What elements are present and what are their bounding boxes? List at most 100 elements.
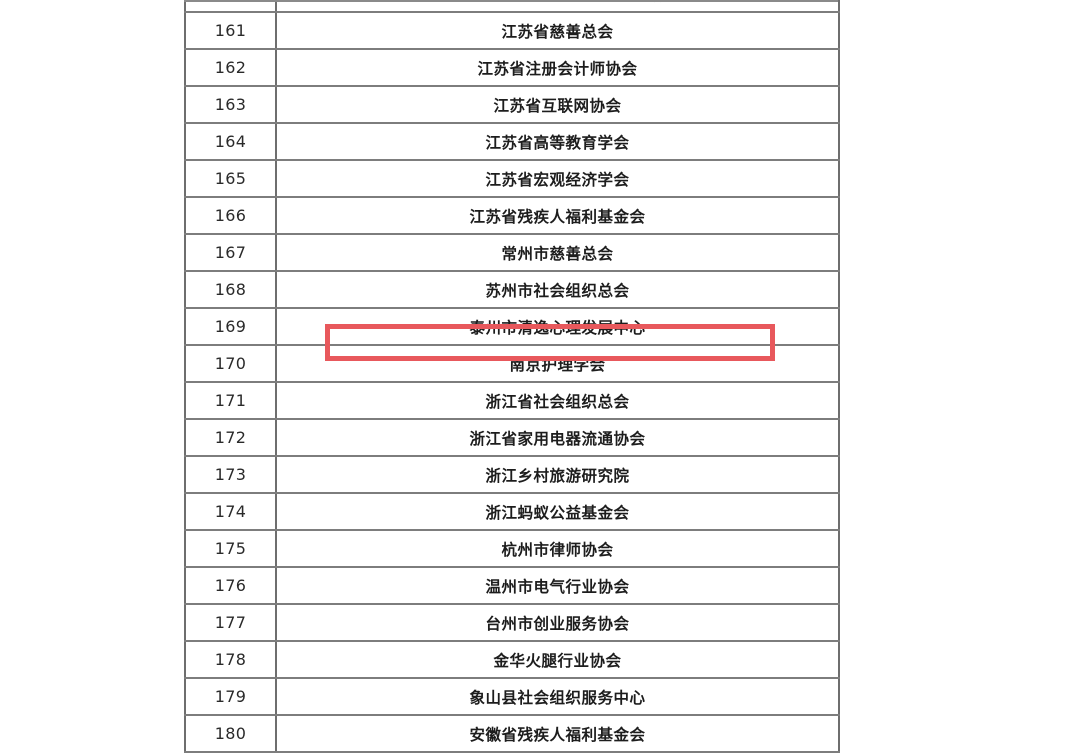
organization-name: 浙江蚂蚁公益基金会 xyxy=(485,503,630,522)
organization-name: 金华火腿行业协会 xyxy=(493,651,622,670)
organization-name: 江苏省互联网协会 xyxy=(493,96,622,115)
organization-name: 温州市电气行业协会 xyxy=(485,577,630,596)
row-index-cell: 177 xyxy=(185,603,277,642)
row-index: 172 xyxy=(214,428,247,447)
row-index-cell: 167 xyxy=(185,233,277,272)
row-name-cell: 安徽省残疾人福利基金会 xyxy=(276,714,839,753)
table-top-edge xyxy=(184,0,838,2)
row-index: 161 xyxy=(214,21,247,40)
organization-name: 江苏省高等教育学会 xyxy=(485,133,630,152)
row-name-cell: 南京护理学会 xyxy=(276,344,839,383)
organization-name: 浙江省家用电器流通协会 xyxy=(469,429,646,448)
organization-name: 浙江乡村旅游研究院 xyxy=(485,466,630,485)
table-row: 162 江苏省注册会计师协会 xyxy=(185,48,839,87)
row-index-cell: 165 xyxy=(185,159,277,198)
table-container: 160 上海静安区安耆为老社工事务所 161 江苏省慈善总会 162 江苏省注册… xyxy=(184,0,840,753)
organization-name: 江苏省注册会计师协会 xyxy=(477,59,638,78)
row-index: 174 xyxy=(214,502,247,521)
row-index-cell: 172 xyxy=(185,418,277,457)
row-index-cell: 171 xyxy=(185,381,277,420)
organization-name: 浙江省社会组织总会 xyxy=(485,392,630,411)
table-row: 168 苏州市社会组织总会 xyxy=(185,270,839,309)
organization-name: 安徽省残疾人福利基金会 xyxy=(469,725,646,744)
organization-list-table: 160 上海静安区安耆为老社工事务所 161 江苏省慈善总会 162 江苏省注册… xyxy=(184,0,840,753)
organization-name: 江苏省残疾人福利基金会 xyxy=(469,207,646,226)
row-index: 162 xyxy=(214,58,247,77)
row-index: 170 xyxy=(214,354,247,373)
table-row-partial: 180 安徽省残疾人福利基金会 xyxy=(185,714,839,753)
row-index: 176 xyxy=(214,576,247,595)
organization-name: 苏州市社会组织总会 xyxy=(485,281,630,300)
row-index-cell: 168 xyxy=(185,270,277,309)
row-index-cell: 162 xyxy=(185,48,277,87)
organization-name: 江苏省宏观经济学会 xyxy=(485,170,630,189)
row-index: 171 xyxy=(214,391,247,410)
row-name-cell: 江苏省互联网协会 xyxy=(276,85,839,124)
table-row: 171 浙江省社会组织总会 xyxy=(185,381,839,420)
row-name-cell: 浙江省社会组织总会 xyxy=(276,381,839,420)
table-row-highlighted: 169 泰州市清逸心理发展中心 xyxy=(185,307,839,346)
row-name-cell: 上海静安区安耆为老社工事务所 xyxy=(276,0,839,13)
row-name-cell: 泰州市清逸心理发展中心 xyxy=(276,307,839,346)
row-index: 164 xyxy=(214,132,247,151)
row-index-cell: 180 xyxy=(185,714,277,753)
row-index: 168 xyxy=(214,280,247,299)
row-index-cell: 178 xyxy=(185,640,277,679)
row-index: 177 xyxy=(214,613,247,632)
organization-name: 杭州市律师协会 xyxy=(501,540,614,559)
row-index: 173 xyxy=(214,465,247,484)
table-row: 163 江苏省互联网协会 xyxy=(185,85,839,124)
organization-name: 南京护理学会 xyxy=(509,355,606,374)
row-index: 165 xyxy=(214,169,247,188)
row-index: 167 xyxy=(214,243,247,262)
row-name-cell: 江苏省注册会计师协会 xyxy=(276,48,839,87)
row-name-cell: 象山县社会组织服务中心 xyxy=(276,677,839,716)
table-row: 164 江苏省高等教育学会 xyxy=(185,122,839,161)
table-row: 174 浙江蚂蚁公益基金会 xyxy=(185,492,839,531)
table-row: 175 杭州市律师协会 xyxy=(185,529,839,568)
table-row: 172 浙江省家用电器流通协会 xyxy=(185,418,839,457)
organization-name: 象山县社会组织服务中心 xyxy=(469,688,646,707)
table-row: 166 江苏省残疾人福利基金会 xyxy=(185,196,839,235)
row-index: 180 xyxy=(214,724,247,743)
row-index-cell: 173 xyxy=(185,455,277,494)
table-row: 170 南京护理学会 xyxy=(185,344,839,383)
row-index: 175 xyxy=(214,539,247,558)
document-page: 160 上海静安区安耆为老社工事务所 161 江苏省慈善总会 162 江苏省注册… xyxy=(184,0,840,753)
row-index-cell: 175 xyxy=(185,529,277,568)
table-row: 177 台州市创业服务协会 xyxy=(185,603,839,642)
table-row: 173 浙江乡村旅游研究院 xyxy=(185,455,839,494)
organization-name: 台州市创业服务协会 xyxy=(485,614,630,633)
row-index-cell: 166 xyxy=(185,196,277,235)
organization-name: 常州市慈善总会 xyxy=(501,244,614,263)
row-index-cell: 179 xyxy=(185,677,277,716)
row-name-cell: 杭州市律师协会 xyxy=(276,529,839,568)
table-row: 165 江苏省宏观经济学会 xyxy=(185,159,839,198)
row-name-cell: 浙江蚂蚁公益基金会 xyxy=(276,492,839,531)
row-index: 178 xyxy=(214,650,247,669)
row-name-cell: 金华火腿行业协会 xyxy=(276,640,839,679)
table-row: 161 江苏省慈善总会 xyxy=(185,11,839,50)
row-index: 169 xyxy=(214,317,247,336)
row-name-cell: 台州市创业服务协会 xyxy=(276,603,839,642)
row-index-cell: 161 xyxy=(185,11,277,50)
row-index-cell: 170 xyxy=(185,344,277,383)
row-name-cell: 江苏省残疾人福利基金会 xyxy=(276,196,839,235)
row-name-cell: 苏州市社会组织总会 xyxy=(276,270,839,309)
organization-name: 江苏省慈善总会 xyxy=(501,22,614,41)
row-index: 163 xyxy=(214,95,247,114)
table-row: 167 常州市慈善总会 xyxy=(185,233,839,272)
row-index-cell: 174 xyxy=(185,492,277,531)
row-name-cell: 浙江乡村旅游研究院 xyxy=(276,455,839,494)
row-index-cell: 164 xyxy=(185,122,277,161)
row-name-cell: 温州市电气行业协会 xyxy=(276,566,839,605)
row-index-cell: 163 xyxy=(185,85,277,124)
table-row: 178 金华火腿行业协会 xyxy=(185,640,839,679)
row-name-cell: 江苏省高等教育学会 xyxy=(276,122,839,161)
table-row: 176 温州市电气行业协会 xyxy=(185,566,839,605)
row-name-cell: 浙江省家用电器流通协会 xyxy=(276,418,839,457)
table-row: 179 象山县社会组织服务中心 xyxy=(185,677,839,716)
row-index: 166 xyxy=(214,206,247,225)
row-name-cell: 江苏省慈善总会 xyxy=(276,11,839,50)
table-body: 160 上海静安区安耆为老社工事务所 161 江苏省慈善总会 162 江苏省注册… xyxy=(185,0,839,753)
